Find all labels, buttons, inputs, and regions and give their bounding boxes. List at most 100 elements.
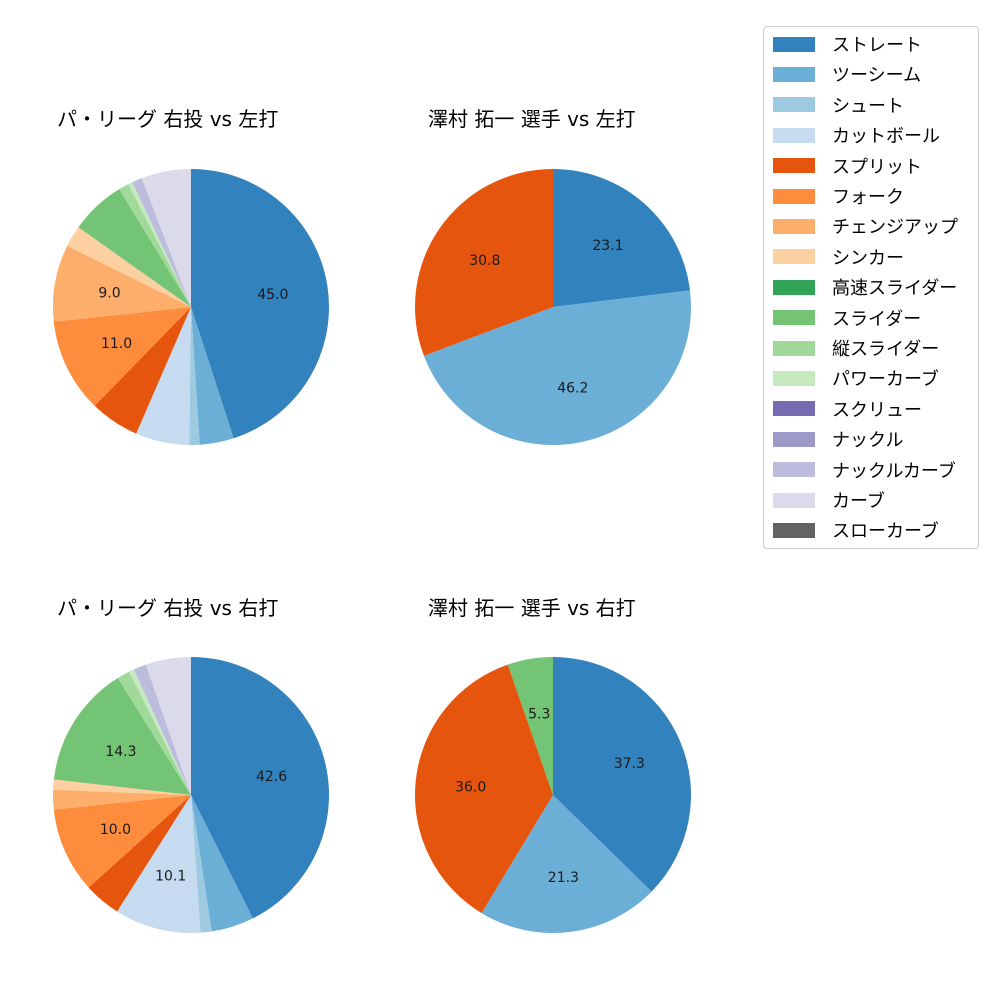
pie-slice (53, 678, 191, 795)
pie-slice (507, 657, 553, 795)
legend-label: カーブ (832, 491, 885, 512)
legend-label: チェンジアップ (832, 217, 958, 239)
pie-slice (128, 182, 191, 307)
legend: ストレートツーシームシュートカットボール スプリットフォークチェンジアップシンカー… (763, 26, 979, 549)
legend-swatch (773, 462, 815, 478)
legend-swatch (773, 97, 815, 113)
chart-title: パ・リーグ 右投 vs 左打 (57, 107, 279, 131)
legend-swatch (773, 279, 815, 295)
pie-slice (53, 245, 191, 322)
pie-slice (132, 178, 191, 307)
pie-slice (53, 789, 192, 810)
legend-swatch (773, 401, 815, 417)
pie-slice (415, 169, 553, 356)
chart-title: パ・リーグ 右投 vs 右打 (57, 596, 279, 620)
slice-value-label: 37.3 (614, 756, 645, 772)
pie-slice (423, 290, 692, 446)
slice-value-label: 23.1 (592, 238, 623, 254)
legend-item: シンカー (773, 246, 904, 269)
legend-label: ナックルカーブ (832, 460, 956, 482)
pie-0: 45.0 11.0 9.0 (53, 169, 329, 445)
pie-slice (129, 669, 191, 795)
legend-swatch (773, 522, 815, 538)
pie-slice (553, 657, 692, 892)
pie-slice (189, 307, 200, 445)
slice-value-label: 42.6 (256, 769, 287, 785)
pie-slice (88, 795, 191, 912)
legend-swatch (773, 310, 815, 326)
slice-value-label: 11.0 (101, 336, 132, 352)
legend-swatch (773, 492, 815, 508)
legend-swatch (773, 370, 815, 386)
pie-slice (191, 307, 234, 445)
slice-value-label: 9.0 (98, 286, 120, 302)
pie-slice (136, 307, 191, 445)
legend-label: シュート (832, 95, 904, 117)
legend-label: スプリット (832, 156, 922, 178)
pie-slice (53, 779, 191, 795)
legend-swatch (773, 36, 815, 52)
slice-value-label: 10.0 (100, 822, 131, 838)
slice-value-label: 5.3 (528, 706, 550, 722)
pie-slice (481, 795, 652, 934)
legend-item: チェンジアップ (773, 215, 958, 239)
legend-item: スクリュー (773, 398, 922, 421)
pie-1: 23.1 46.2 30.8 (415, 169, 692, 446)
legend-item: ナックルカーブ (773, 459, 956, 482)
pie-slice (119, 184, 191, 307)
legend-swatch (773, 188, 815, 204)
legend-label: カットボール (832, 126, 940, 148)
legend-item: カーブ (773, 489, 885, 512)
slice-value-label: 46.2 (557, 380, 588, 396)
chart-title: 澤村 拓一 選手 vs 右打 (428, 596, 636, 620)
legend-swatch (773, 218, 815, 234)
legend-label: ツーシーム (832, 65, 922, 87)
slice-value-label: 10.1 (155, 868, 186, 884)
pie-slice (133, 664, 191, 795)
pie-3: 37.3 21.3 36.0 5.3 (415, 657, 692, 934)
pie-2: 42.6 10.1 10.0 14.3 (53, 657, 329, 933)
legend-item: 高速スライダー (773, 276, 958, 300)
pie-slice (78, 189, 191, 307)
legend-label: 縦スライダー (832, 339, 940, 360)
pie-slice (191, 795, 212, 933)
legend-swatch (773, 340, 815, 356)
legend-item: 縦スライダー (773, 337, 940, 360)
pie-slice (117, 671, 191, 795)
pie-slice (191, 169, 329, 439)
legend-item: スローカーブ (773, 519, 939, 543)
legend-item: パワーカーブ (773, 367, 939, 390)
slice-value-label: 45.0 (257, 287, 288, 303)
legend-label: フォーク (832, 187, 904, 208)
legend-item: シュート (773, 94, 904, 117)
legend-swatch (773, 431, 815, 447)
legend-label: スクリュー (832, 399, 922, 421)
pie-slice (145, 657, 191, 795)
legend-item: スプリット (773, 155, 922, 178)
legend-item: カットボール (773, 124, 940, 148)
chart-title: 澤村 拓一 選手 vs 左打 (428, 107, 636, 131)
pie-slice (94, 307, 191, 434)
pie-slice (53, 795, 191, 888)
legend-label: スローカーブ (832, 521, 939, 543)
slice-value-label: 36.0 (455, 779, 486, 795)
pie-slice (141, 169, 191, 307)
legend-label: 高速スライダー (832, 278, 958, 300)
slice-value-label: 14.3 (105, 744, 136, 760)
legend-swatch (773, 127, 815, 143)
legend-item: スライダー (773, 307, 921, 330)
legend-swatch (773, 66, 815, 82)
pie-slice (553, 169, 690, 307)
legend-item: フォーク (773, 185, 904, 208)
legend-label: ナックル (832, 430, 904, 452)
legend-label: ストレート (832, 35, 922, 56)
pie-slice (53, 307, 191, 406)
pie-slice (67, 227, 191, 307)
pie-slice (415, 664, 553, 914)
slice-value-label: 21.3 (548, 870, 579, 886)
legend-item: ナックル (773, 428, 904, 452)
slice-value-label: 30.8 (469, 253, 500, 269)
pie-slice (191, 795, 253, 932)
legend-swatch (773, 249, 815, 265)
